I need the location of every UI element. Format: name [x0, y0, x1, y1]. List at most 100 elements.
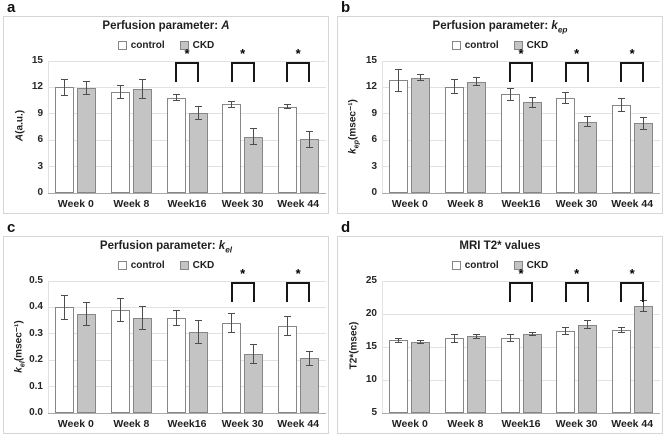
- error-bar-control-week44: [283, 104, 291, 110]
- y-tick-label: 0.1: [29, 380, 43, 392]
- error-bar-line: [119, 297, 121, 323]
- error-bar-cap-bottom: [450, 93, 458, 95]
- sig-bracket-top: [230, 282, 255, 284]
- sig-bracket-left: [286, 282, 289, 302]
- error-bar-control-week8: [116, 84, 124, 99]
- error-bar-cap-top: [172, 94, 180, 96]
- y-axis-line: [47, 61, 49, 193]
- sig-bracket-top: [509, 282, 533, 284]
- error-bar-cap-bottom: [472, 85, 480, 87]
- sig-bracket-top: [564, 282, 589, 284]
- bar-CKD-week44: [633, 123, 653, 193]
- error-bar-line: [175, 94, 177, 102]
- error-bar-control-week0: [61, 294, 69, 321]
- error-bar-line: [253, 344, 255, 365]
- error-bar-cap-bottom: [395, 90, 403, 92]
- panel-letter: b: [341, 0, 351, 16]
- error-bar-control-week44: [283, 316, 291, 336]
- gridline: [48, 386, 326, 388]
- x-category-label: Week 30: [221, 418, 264, 430]
- error-bar-line: [620, 326, 622, 334]
- error-bar-cap-bottom: [305, 364, 313, 366]
- error-bar-control-week16: [506, 333, 514, 342]
- error-bar-cap-top: [617, 326, 625, 328]
- error-bar-cap-top: [250, 344, 258, 346]
- error-bar-cap-top: [450, 333, 458, 335]
- bar-CKD-week0: [411, 77, 431, 193]
- error-bar-control-week8: [116, 297, 124, 323]
- error-bar-cap-bottom: [83, 94, 91, 96]
- y-axis-line: [381, 281, 383, 413]
- sig-asterisk: *: [574, 266, 580, 281]
- error-bar-line: [565, 327, 567, 336]
- error-bar-line: [197, 105, 199, 120]
- error-bar-CKD-week8: [138, 79, 146, 99]
- error-bar-cap-bottom: [472, 338, 480, 340]
- sig-asterisk: *: [240, 46, 246, 61]
- error-bar-control-week30: [228, 100, 236, 108]
- bar-control-week30: [556, 331, 576, 413]
- error-bar-cap-bottom: [194, 342, 202, 344]
- x-category-label: Week 44: [277, 418, 320, 430]
- error-bar-cap-top: [450, 78, 458, 80]
- sig-asterisk: *: [629, 46, 635, 61]
- error-bar-cap-bottom: [116, 97, 124, 99]
- error-bar-CKD-week16: [528, 332, 536, 337]
- bar-control-week8: [110, 310, 130, 413]
- error-bar-cap-bottom: [250, 363, 258, 365]
- gridline: [382, 139, 660, 141]
- bar-CKD-week16: [522, 102, 542, 193]
- y-tick-label: 15: [365, 55, 377, 66]
- error-bar-line: [509, 88, 511, 101]
- x-category-label: Week 44: [611, 418, 654, 430]
- error-bar-cap-bottom: [228, 106, 236, 108]
- legend-swatch-control: [117, 41, 127, 50]
- legend: control CKD: [338, 40, 662, 51]
- error-bar-cap-bottom: [138, 97, 146, 99]
- y-tick-label: 6: [37, 134, 43, 146]
- sig-asterisk: *: [184, 46, 190, 61]
- bar-control-week0: [55, 307, 75, 413]
- chart-title-param-sub-text: ep: [557, 25, 568, 35]
- panel-letter: c: [7, 219, 16, 236]
- legend-swatch-CKD: [513, 41, 523, 50]
- sig-asterisk: *: [240, 266, 246, 281]
- error-bar-cap-bottom: [617, 332, 625, 334]
- error-bar-control-week0: [61, 78, 69, 97]
- error-bar-line: [231, 100, 233, 108]
- legend-item-CKD: CKD: [179, 260, 214, 271]
- y-tick-label: 12: [31, 81, 43, 93]
- chart-title-prefix: Perfusion parameter:: [432, 20, 552, 32]
- y-tick-label: 15: [365, 341, 377, 352]
- gridline: [382, 313, 660, 315]
- bar-control-week8: [444, 338, 464, 413]
- error-bar-cap-top: [506, 88, 514, 90]
- y-axis-title: kep(msec⁻¹): [348, 61, 361, 193]
- error-bar-control-week30: [228, 313, 236, 334]
- error-bar-cap-bottom: [83, 324, 91, 326]
- error-bar-cap-top: [395, 337, 403, 339]
- gridline: [382, 60, 660, 62]
- y-tick-label: 0.3: [29, 327, 43, 339]
- y-axis-title-units: (a.u.): [14, 109, 26, 134]
- error-bar-cap-bottom: [528, 106, 536, 108]
- error-bar-line: [119, 84, 121, 99]
- error-bar-cap-bottom: [172, 100, 180, 102]
- error-bar-cap-top: [395, 68, 403, 70]
- x-category-label: Week 44: [277, 198, 320, 210]
- sig-bracket-left: [175, 62, 177, 82]
- bar-control-week16: [500, 94, 520, 193]
- error-bar-CKD-week30: [584, 116, 592, 127]
- y-axis-title-main: k: [347, 148, 359, 154]
- error-bar-CKD-week8: [472, 77, 480, 87]
- error-bar-control-week0: [395, 337, 403, 344]
- error-bar-CKD-week16: [194, 105, 202, 120]
- chart-title-prefix: Perfusion parameter:: [102, 20, 222, 32]
- sig-asterisk: *: [295, 266, 301, 281]
- error-bar-cap-top: [61, 78, 69, 80]
- legend-swatch-CKD: [513, 261, 523, 270]
- error-bar-line: [475, 77, 477, 87]
- chart-title-param-sub-text: el: [225, 245, 233, 255]
- gridline: [382, 379, 660, 381]
- error-bar-cap-top: [584, 319, 592, 321]
